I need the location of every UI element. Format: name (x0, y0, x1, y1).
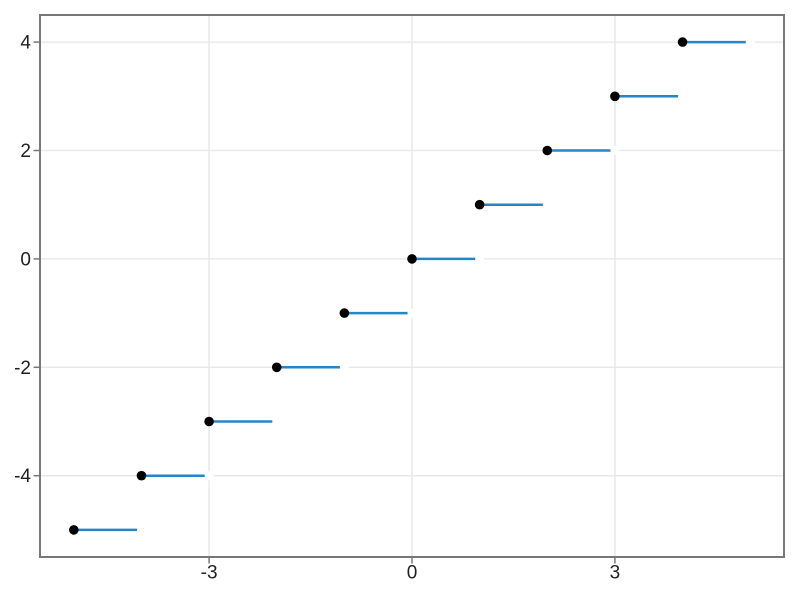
step-closed-marker (407, 254, 417, 264)
plot-frame (39, 14, 785, 558)
step-open-marker (542, 200, 552, 210)
step-closed-marker (610, 91, 620, 102)
step-open-marker (339, 362, 349, 372)
y-tick-label: 4 (20, 33, 31, 54)
step-closed-marker (69, 525, 79, 535)
x-tick-label: 3 (610, 563, 621, 584)
step-open-marker (272, 417, 282, 426)
step-closed-marker (677, 37, 688, 47)
step-open-marker (475, 254, 485, 264)
step-closed-marker (271, 362, 282, 373)
y-tick-label: 0 (20, 249, 31, 270)
y-tick-label: -4 (14, 466, 31, 487)
step-open-marker (678, 91, 688, 101)
step-open-marker (745, 37, 755, 47)
step-closed-marker (542, 145, 553, 156)
step-closed-marker (474, 199, 485, 210)
y-tick-label: 2 (20, 141, 31, 162)
step-open-marker (407, 308, 417, 318)
step-closed-marker (339, 308, 350, 318)
x-tick-label: 0 (407, 563, 418, 584)
step-closed-marker (204, 416, 214, 427)
step-open-marker (204, 471, 214, 481)
step-closed-marker (136, 470, 147, 481)
x-tick-label: -3 (201, 563, 218, 584)
y-tick-label: -2 (14, 358, 31, 379)
step-open-marker (610, 146, 620, 155)
step-open-marker (136, 525, 146, 535)
